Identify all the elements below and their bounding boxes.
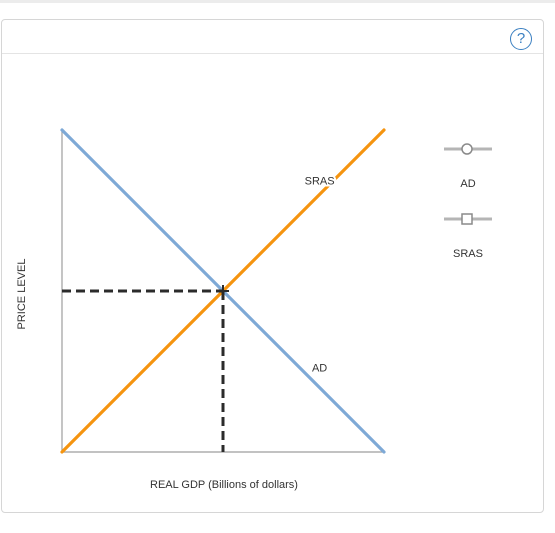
legend-circle-icon[interactable]	[461, 143, 473, 155]
y-axis-label: PRICE LEVEL	[16, 258, 28, 330]
legend-label-ad: AD	[460, 178, 476, 190]
graph-panel	[1, 19, 544, 513]
top-rule	[0, 0, 555, 3]
legend-label-sras: SRAS	[453, 248, 483, 260]
help-icon: ?	[516, 30, 526, 47]
ad-curve-label: AD	[312, 363, 327, 375]
help-button[interactable]: ?	[510, 28, 532, 50]
legend-square-icon[interactable]	[461, 213, 473, 225]
panel-header-divider	[2, 53, 543, 54]
x-axis-label: REAL GDP (Billions of dollars)	[150, 479, 298, 491]
sras-curve-label: SRAS	[305, 176, 335, 188]
